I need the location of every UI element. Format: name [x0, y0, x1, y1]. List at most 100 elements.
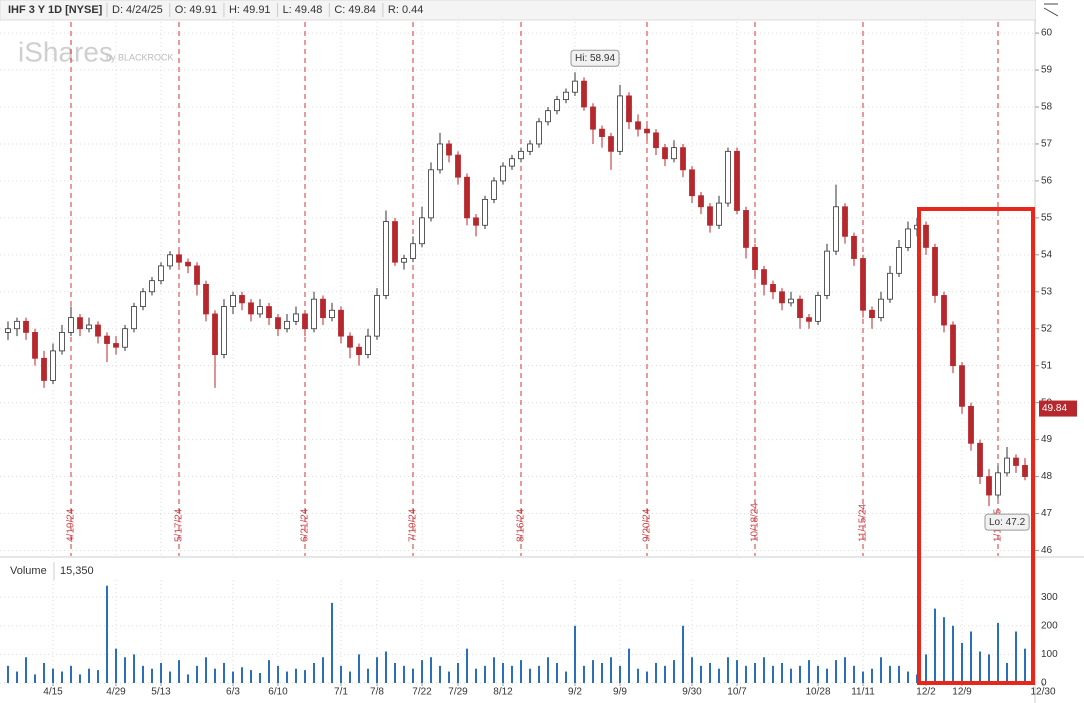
candle-body	[995, 472, 1001, 496]
volume-bar	[79, 674, 81, 683]
candle-body	[347, 335, 353, 348]
candle-body	[842, 206, 848, 237]
volume-bar	[754, 662, 756, 683]
candle-body	[635, 121, 641, 130]
volume-bar	[979, 651, 981, 683]
volume-bar	[1006, 662, 1008, 683]
candle-body	[212, 313, 218, 355]
x-tick-label: 12/30	[1030, 687, 1055, 698]
candle-body	[293, 313, 299, 322]
candle-body	[14, 320, 20, 330]
y-tick-label: 59	[1041, 65, 1053, 76]
volume-bar	[250, 670, 252, 683]
volume-bar	[772, 665, 774, 683]
candle-body	[626, 95, 632, 123]
candle-body	[464, 176, 470, 219]
candle-body	[554, 99, 560, 112]
y-tick-label: 55	[1041, 213, 1053, 224]
candle-body	[725, 150, 731, 204]
event-label: 10/18/24	[750, 503, 761, 542]
candle-body	[320, 298, 326, 319]
annotation-box	[570, 49, 620, 67]
volume-bar	[997, 622, 999, 683]
candle-body	[536, 121, 542, 145]
volume-bar	[727, 657, 729, 683]
volume-bar	[718, 668, 720, 683]
volume-bar	[808, 660, 810, 683]
volume-bar	[871, 668, 873, 683]
candle-body	[608, 136, 614, 152]
volume-bar	[367, 668, 369, 683]
volume-bar	[817, 665, 819, 683]
candle-body	[923, 224, 929, 248]
candle-body	[68, 317, 74, 333]
volume-bar	[421, 660, 423, 683]
candle-body	[680, 147, 686, 171]
candle-body	[32, 332, 38, 359]
volume-bar	[952, 625, 954, 683]
volume-bar	[907, 671, 909, 683]
y-tick-label: 0	[1041, 678, 1047, 689]
volume-bar	[286, 671, 288, 683]
candle-body	[869, 309, 875, 319]
highlight-box	[917, 207, 1035, 685]
candle-body	[653, 132, 659, 149]
y-tick-label: 53	[1041, 286, 1053, 297]
volume-bar	[970, 631, 972, 683]
candle-body	[473, 217, 479, 226]
volume-bar	[232, 671, 234, 683]
volume-bar	[538, 665, 540, 683]
volume-current: 15,350	[60, 565, 94, 577]
candle-body	[878, 298, 884, 319]
volume-bar	[943, 617, 945, 683]
event-label: 6/21/24	[300, 508, 311, 542]
corner-icon[interactable]	[1043, 3, 1059, 17]
candle-body	[815, 295, 821, 322]
volume-bar	[448, 671, 450, 683]
candle-body	[185, 261, 191, 267]
volume-bar	[493, 657, 495, 683]
candle-body	[149, 280, 155, 293]
candle-body	[851, 235, 857, 259]
volume-bar	[709, 662, 711, 683]
volume-bar	[340, 665, 342, 683]
y-tick-label: 57	[1041, 139, 1053, 150]
candle-body	[770, 283, 776, 293]
candle-body	[275, 317, 281, 330]
y-tick-label: 46	[1041, 545, 1053, 556]
candle-body	[590, 106, 596, 130]
volume-bar	[547, 657, 549, 683]
volume-bar	[7, 665, 9, 683]
candle-body	[131, 306, 137, 330]
volume-bar	[583, 665, 585, 683]
volume-bar	[430, 657, 432, 683]
volume-bar	[637, 668, 639, 683]
candle-body	[401, 258, 407, 263]
y-tick-label: 56	[1041, 176, 1053, 187]
x-tick-label: 10/28	[805, 687, 830, 698]
candle-body	[302, 313, 308, 330]
volume-bar	[574, 625, 576, 683]
candle-body	[329, 309, 335, 319]
candle-body	[122, 328, 128, 348]
volume-bar	[700, 665, 702, 683]
volume-bar	[781, 662, 783, 683]
candle-body	[905, 228, 911, 248]
candle-body	[887, 272, 893, 300]
candle-body	[365, 335, 371, 355]
event-label: 4/19/24	[66, 508, 77, 542]
plot: 4647484950515253545556575859604/19/245/1…	[0, 22, 1077, 698]
x-tick-label: 9/2	[568, 687, 582, 698]
volume-bar	[349, 671, 351, 683]
volume-bar	[655, 662, 657, 683]
volume-bar	[205, 657, 207, 683]
candle-body	[248, 302, 254, 315]
candle-body	[1004, 457, 1010, 474]
volume-bar	[241, 667, 243, 683]
header-field: O: 49.91	[175, 4, 217, 16]
x-tick-label: 9/30	[682, 687, 702, 698]
volume-bar	[178, 660, 180, 683]
candle-body	[50, 350, 56, 381]
candle-body	[968, 405, 974, 444]
